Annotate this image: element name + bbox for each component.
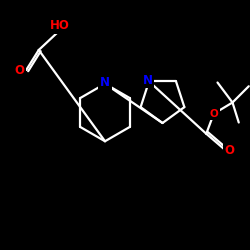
Text: N: N (143, 74, 153, 87)
Text: HO: HO (50, 19, 70, 32)
Text: O: O (224, 144, 234, 156)
Text: O: O (14, 64, 24, 76)
Text: O: O (210, 109, 218, 119)
Text: N: N (100, 76, 110, 89)
